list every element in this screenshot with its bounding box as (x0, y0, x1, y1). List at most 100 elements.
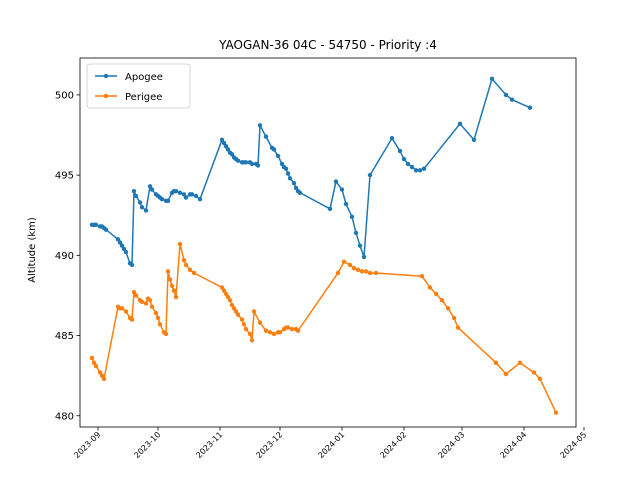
legend-label-apogee: Apogee (125, 72, 163, 83)
data-point-perigee (263, 328, 269, 333)
y-tick-label: 485 (55, 331, 74, 342)
data-point-perigee (503, 371, 509, 377)
y-tick-label: 490 (55, 251, 74, 262)
data-point-apogee (275, 153, 281, 159)
legend-label-perigee: Perigee (125, 92, 162, 103)
data-point-perigee (129, 317, 135, 322)
legend-box (86, 63, 191, 109)
data-point-perigee (517, 360, 523, 366)
data-point-perigee (347, 262, 353, 268)
data-point-perigee (163, 331, 169, 337)
data-point-apogee (283, 166, 289, 171)
data-point-perigee (553, 410, 559, 415)
data-point-perigee (239, 317, 245, 322)
data-point-perigee (243, 326, 249, 332)
data-point-apogee (357, 243, 363, 248)
data-point-apogee (339, 187, 345, 192)
data-point-perigee (169, 283, 175, 289)
data-point-perigee (183, 262, 189, 268)
data-point-perigee (101, 376, 107, 382)
data-point-perigee (267, 330, 273, 335)
data-point-apogee (173, 188, 179, 194)
data-point-perigee (257, 320, 263, 325)
data-point-apogee (297, 190, 303, 195)
data-point-perigee (149, 304, 155, 309)
data-point-apogee (285, 171, 291, 176)
data-point-perigee (367, 270, 373, 276)
data-point-apogee (115, 237, 121, 242)
data-point-perigee (233, 309, 239, 314)
data-point-perigee (225, 294, 231, 300)
data-point-apogee (421, 166, 427, 171)
data-point-apogee (389, 136, 395, 141)
data-point-apogee (243, 160, 249, 165)
data-point-perigee (177, 241, 183, 247)
data-point-perigee (157, 322, 163, 327)
data-point-perigee (147, 298, 153, 303)
data-point-perigee (153, 310, 159, 316)
data-point-perigee (249, 338, 255, 343)
data-point-perigee (427, 285, 433, 290)
data-point-apogee (397, 148, 403, 154)
data-point-perigee (171, 288, 177, 293)
data-point-perigee (355, 267, 361, 272)
data-point-apogee (343, 201, 349, 207)
data-point-apogee (291, 180, 297, 186)
data-point-apogee (349, 214, 355, 220)
data-point-perigee (173, 294, 179, 300)
data-point-perigee (493, 360, 499, 366)
data-point-perigee (93, 363, 99, 369)
data-point-apogee (327, 206, 333, 212)
data-point-apogee (119, 243, 125, 248)
data-point-perigee (445, 306, 451, 311)
data-point-perigee (165, 269, 171, 274)
data-point-apogee (527, 105, 533, 110)
data-point-perigee (359, 269, 365, 274)
data-point-apogee (413, 168, 419, 173)
data-point-perigee (433, 291, 439, 297)
data-point-apogee (257, 123, 263, 128)
data-point-apogee (417, 168, 423, 173)
data-point-perigee (295, 328, 301, 333)
data-point-apogee (93, 222, 99, 228)
data-point-apogee (219, 137, 225, 143)
data-point-perigee (139, 299, 145, 305)
data-point-perigee (335, 270, 341, 276)
data-point-perigee (167, 277, 173, 282)
data-point-apogee (293, 185, 299, 191)
data-point-perigee (221, 288, 227, 293)
y-tick-label: 500 (55, 90, 74, 101)
data-point-apogee (503, 92, 509, 98)
data-point-apogee (139, 205, 145, 210)
data-point-apogee (197, 196, 203, 202)
data-point-perigee (251, 309, 257, 314)
data-point-apogee (123, 249, 129, 255)
data-point-perigee (285, 325, 291, 330)
data-point-apogee (117, 240, 123, 245)
data-point-perigee (133, 293, 139, 298)
y-tick-label: 495 (55, 171, 74, 182)
data-point-apogee (143, 208, 149, 213)
data-point-apogee (353, 230, 359, 236)
y-tick-label: 480 (55, 411, 74, 422)
data-point-perigee (191, 270, 197, 276)
data-point-apogee (333, 179, 339, 184)
data-point-perigee (131, 290, 137, 295)
data-point-apogee (249, 161, 255, 167)
data-point-perigee (351, 265, 357, 271)
data-point-perigee (223, 291, 229, 297)
data-point-perigee (119, 306, 125, 311)
data-point-apogee (137, 200, 143, 205)
data-point-perigee (537, 376, 543, 382)
data-point-perigee (123, 309, 129, 314)
data-point-apogee (131, 188, 137, 194)
data-point-apogee (235, 158, 241, 163)
data-point-apogee (165, 198, 171, 203)
data-point-perigee (219, 285, 225, 290)
data-point-perigee (373, 270, 379, 276)
data-point-apogee (279, 161, 285, 167)
data-point-perigee (227, 298, 233, 303)
data-point-apogee (147, 184, 153, 189)
data-point-apogee (183, 195, 189, 200)
